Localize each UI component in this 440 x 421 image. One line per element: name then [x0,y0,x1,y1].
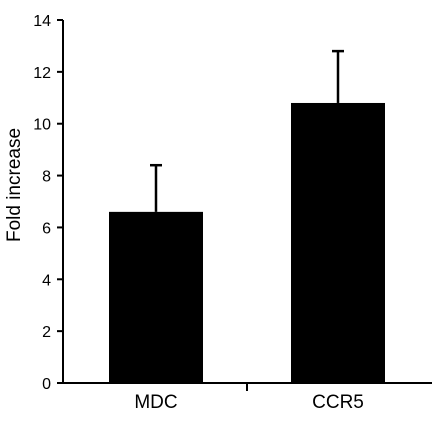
y-axis-label: Fold increase [4,128,25,242]
y-tick-label: 6 [42,220,51,237]
y-tick-label: 10 [33,117,51,134]
y-tick-label: 14 [33,13,51,30]
y-tick-label: 12 [33,65,51,82]
y-tick-label: 4 [42,272,51,289]
x-tick-label-mdc: MDC [134,392,177,413]
bar-mdc [109,211,203,383]
y-tick-label: 0 [42,376,51,393]
y-tick-label: 8 [42,169,51,186]
bar-ccr5 [291,102,385,383]
x-tick-label-ccr5: CCR5 [312,392,364,413]
y-tick-label: 2 [42,324,51,341]
plot-area: 0 2 4 6 8 10 12 14 MDC CCR5 [33,13,432,413]
